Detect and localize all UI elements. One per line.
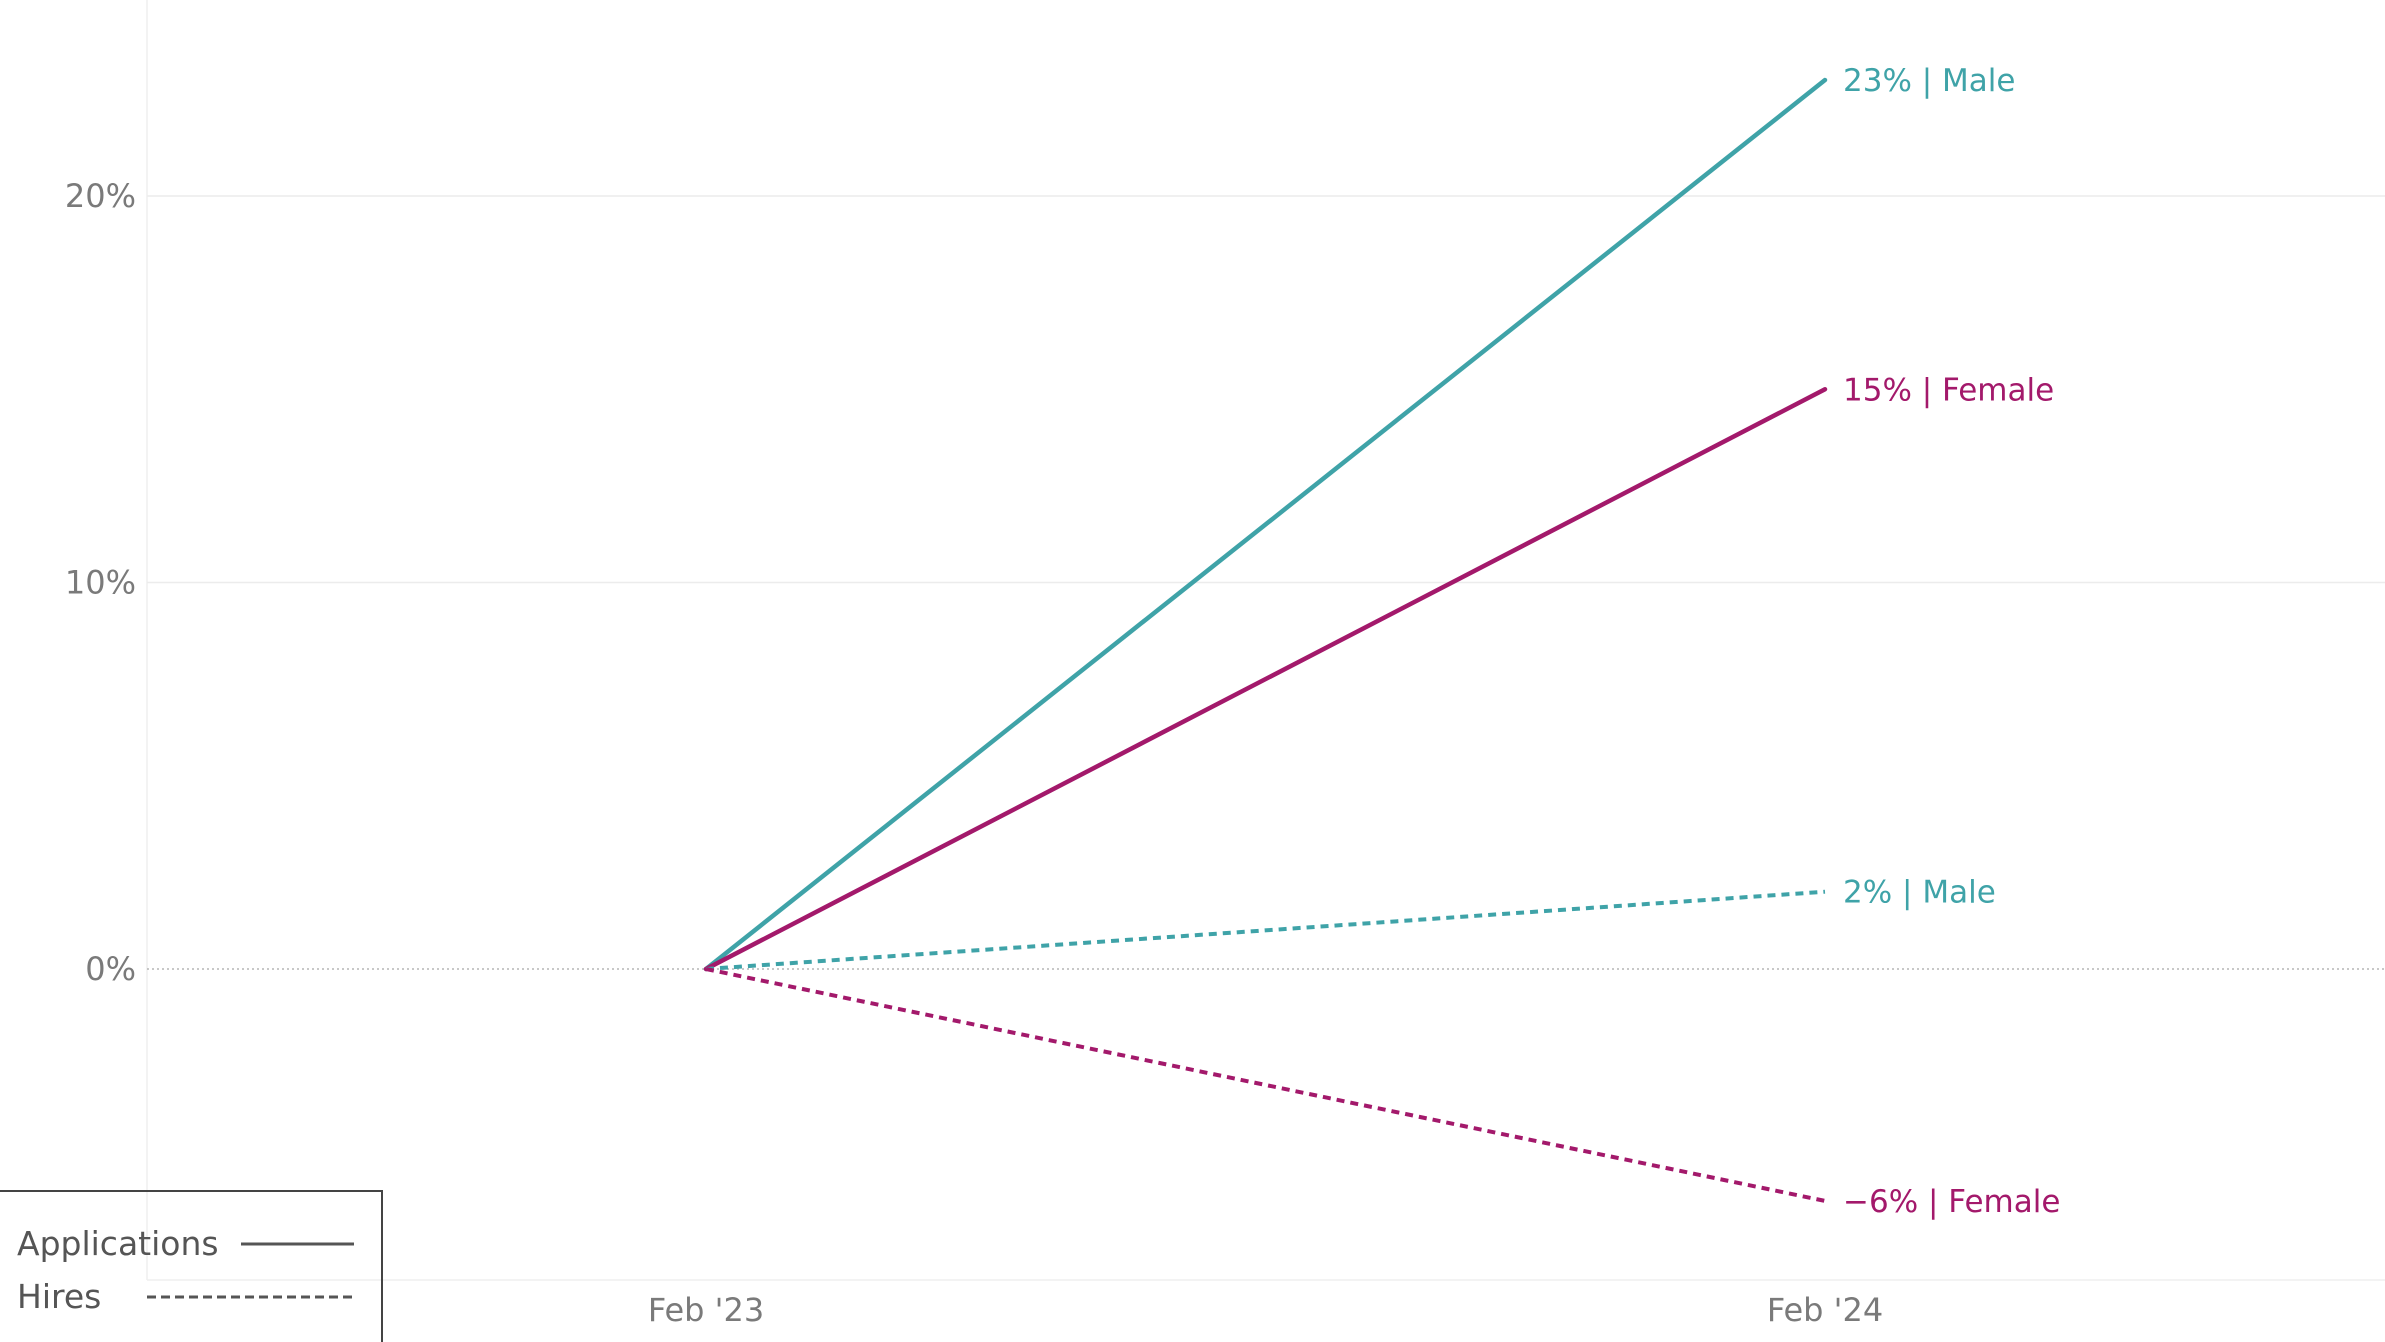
legend-box (0, 1190, 383, 1342)
series-line-hires-male (705, 889, 1826, 971)
y-tick-label: 20% (65, 177, 136, 215)
legend-label-hires: Hires (17, 1277, 101, 1316)
x-tick-label: Feb '23 (648, 1291, 764, 1329)
end-label-hires-female: −6% | Female (1843, 1184, 2060, 1220)
gridlines (146, 0, 2385, 1281)
x-tick-label: Feb '24 (1767, 1291, 1883, 1329)
end-label-hires-male: 2% | Male (1843, 875, 1996, 911)
axes: 0% 10% 20% Feb '23 Feb '24 (65, 177, 1883, 1329)
series-line-applications-female (703, 387, 1828, 972)
series-lines (703, 77, 1828, 1203)
end-label-applications-female: 15% | Female (1843, 372, 2054, 408)
end-label-applications-male: 23% | Male (1843, 63, 2015, 99)
series-line-hires-female (705, 967, 1826, 1203)
series-end-labels: 23% | Male 15% | Female 2% | Male −6% | Fem… (1843, 63, 2060, 1220)
legend-label-applications: Applications (17, 1224, 219, 1263)
legend: Applications Hires (0, 1190, 383, 1342)
y-tick-label: 10% (65, 564, 136, 602)
y-tick-label: 0% (85, 950, 136, 988)
series-line-applications-male (703, 77, 1828, 972)
